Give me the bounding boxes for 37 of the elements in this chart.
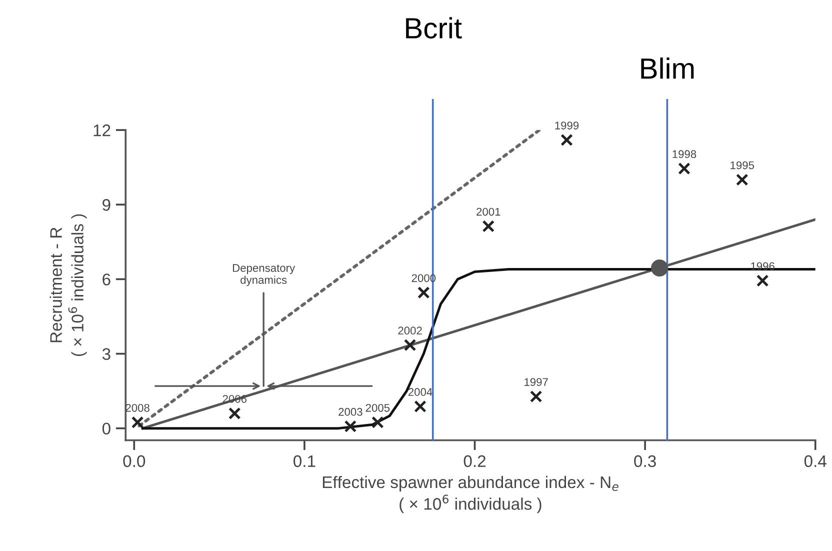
point	[131, 416, 144, 429]
y-tick-label: 12	[94, 124, 110, 136]
y-axis-title: Recruitment - R ( × 10$^{6}$ individuals )	[50, 214, 87, 356]
point	[414, 400, 426, 413]
point	[736, 174, 748, 186]
ref-line-label: Bcrit	[406, 17, 462, 39]
x-tick-label: 0.0	[123, 455, 146, 468]
point	[372, 416, 384, 429]
x-tick-label: 0.3	[634, 455, 656, 468]
y-tick-label: 0	[102, 422, 110, 435]
point	[344, 420, 357, 432]
ref-line-label: Blim	[641, 58, 694, 79]
x-tick-label: 0.4	[804, 455, 826, 468]
y-tick-label: 3	[102, 348, 110, 360]
point	[560, 134, 573, 146]
annotation: Depensatory dynamics	[232, 264, 296, 286]
y-tick-label: 9	[102, 199, 110, 211]
annotation: 1995	[730, 161, 754, 170]
point	[404, 338, 416, 352]
annotation: 1999	[555, 122, 579, 130]
annotation: 1997	[524, 378, 548, 386]
point	[482, 220, 495, 232]
point	[756, 274, 769, 287]
annotation: 2001	[476, 208, 500, 216]
text: Effective spawner abundance index - N$_{e}$ ( × 10$^{6}$ individuals )	[322, 476, 618, 514]
x-tick-label: 0.1	[294, 455, 316, 468]
annotation: 2003	[338, 408, 362, 416]
point	[651, 259, 668, 277]
annotation: 2005	[366, 404, 390, 412]
point	[418, 286, 430, 299]
annotation: 2002	[398, 326, 422, 335]
point	[678, 162, 690, 175]
annotation: 1998	[672, 150, 696, 158]
y-tick-label: 6	[102, 274, 110, 286]
point	[530, 390, 542, 403]
point	[228, 407, 241, 420]
x-tick-label: 0.2	[464, 455, 486, 468]
